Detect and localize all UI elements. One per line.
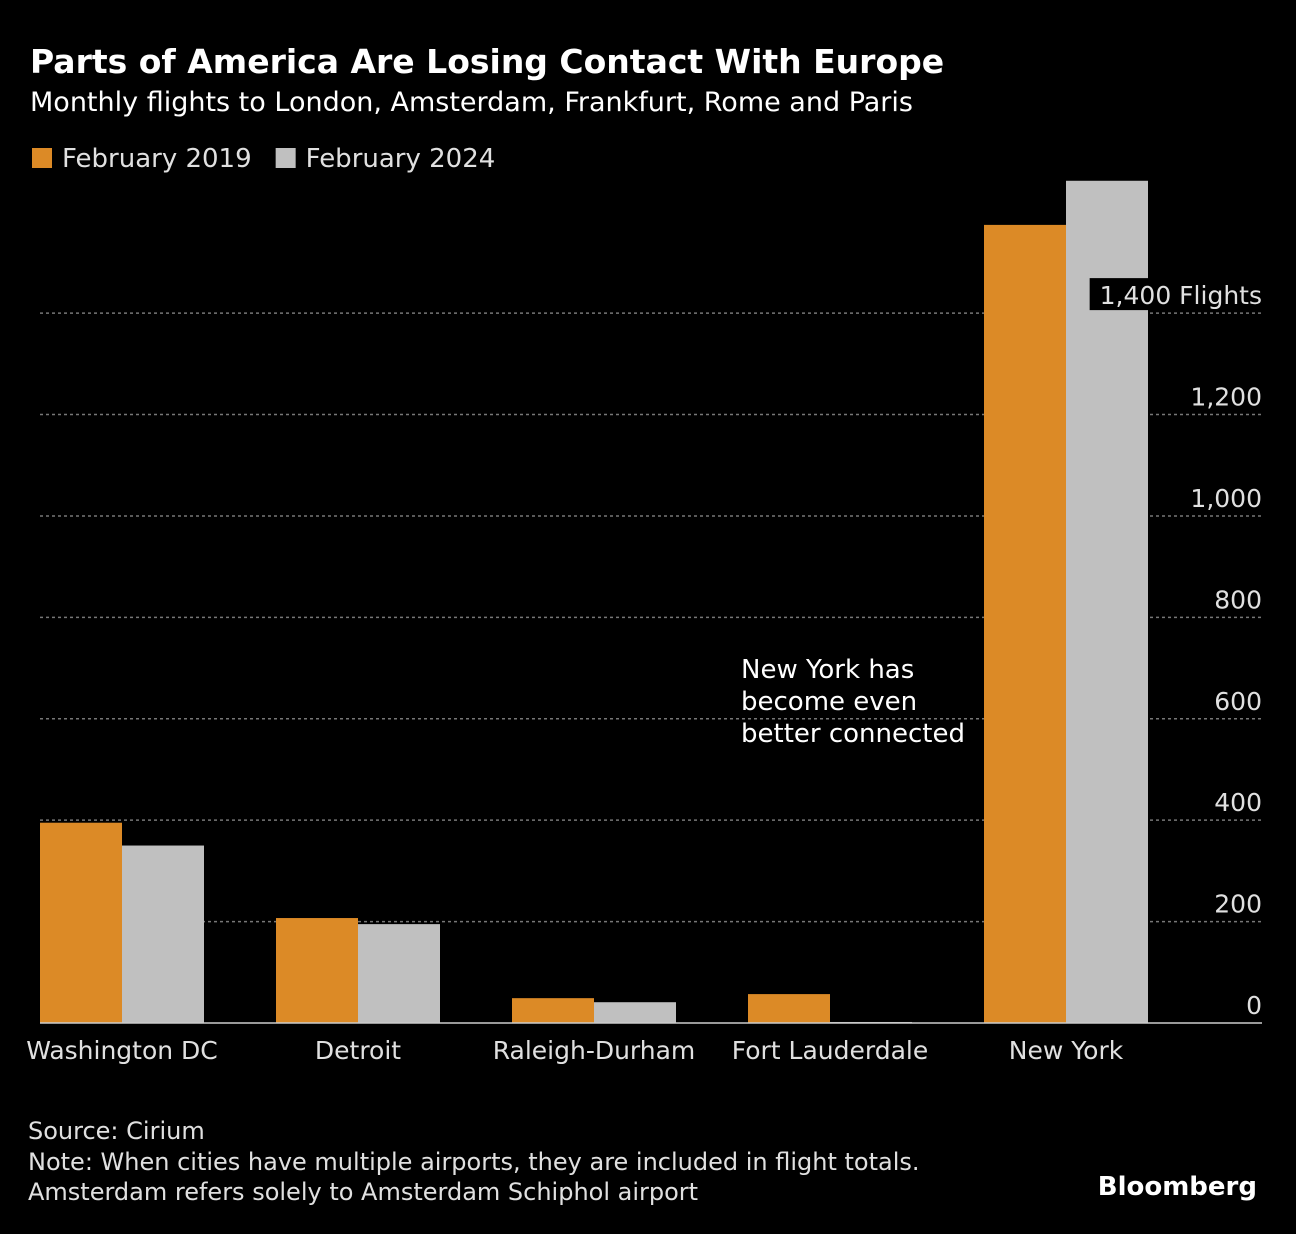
bar	[40, 822, 122, 1023]
x-tick-label: Washington DC	[26, 1036, 218, 1065]
bar	[276, 918, 358, 1023]
chart-title: Parts of America Are Losing Contact With…	[30, 42, 944, 81]
legend-swatch	[275, 148, 296, 168]
label-background	[1089, 278, 1262, 311]
bar	[512, 998, 594, 1023]
y-tick-label: 1,400 Flights	[1100, 281, 1262, 310]
x-tick-label: Detroit	[315, 1036, 401, 1065]
bar	[358, 924, 440, 1023]
y-tick-label: 800	[1214, 585, 1262, 614]
y-tick-label: 1,200	[1190, 383, 1262, 412]
brand: Bloomberg	[1098, 1172, 1257, 1202]
bar	[984, 224, 1066, 1023]
bar	[122, 845, 204, 1023]
x-tick-label: New York	[1009, 1036, 1124, 1065]
legend-label: February 2019	[62, 144, 252, 174]
bar	[594, 1002, 676, 1023]
y-tick-label: 1,000	[1190, 484, 1262, 513]
legend-swatch	[32, 148, 52, 168]
y-tick-label: 200	[1214, 890, 1262, 919]
x-tick-label: Fort Lauderdale	[732, 1036, 929, 1065]
y-tick-label: 400	[1214, 788, 1262, 817]
y-tick-label: 600	[1214, 687, 1262, 716]
legend-label: February 2024	[306, 144, 496, 174]
note: Note: When cities have multiple airports…	[28, 1148, 920, 1176]
y-tick-label: 0	[1246, 991, 1262, 1020]
bar	[1066, 180, 1148, 1024]
x-tick-label: Raleigh-Durham	[493, 1036, 696, 1065]
note: Amsterdam refers solely to Amsterdam Sch…	[28, 1178, 698, 1206]
chart-subtitle: Monthly flights to London, Amsterdam, Fr…	[30, 87, 913, 118]
annotation: better connected	[741, 719, 965, 749]
source: Source: Cirium	[28, 1117, 205, 1145]
annotation: become even	[741, 687, 917, 717]
annotation: New York has	[741, 655, 914, 685]
bar	[748, 994, 830, 1023]
